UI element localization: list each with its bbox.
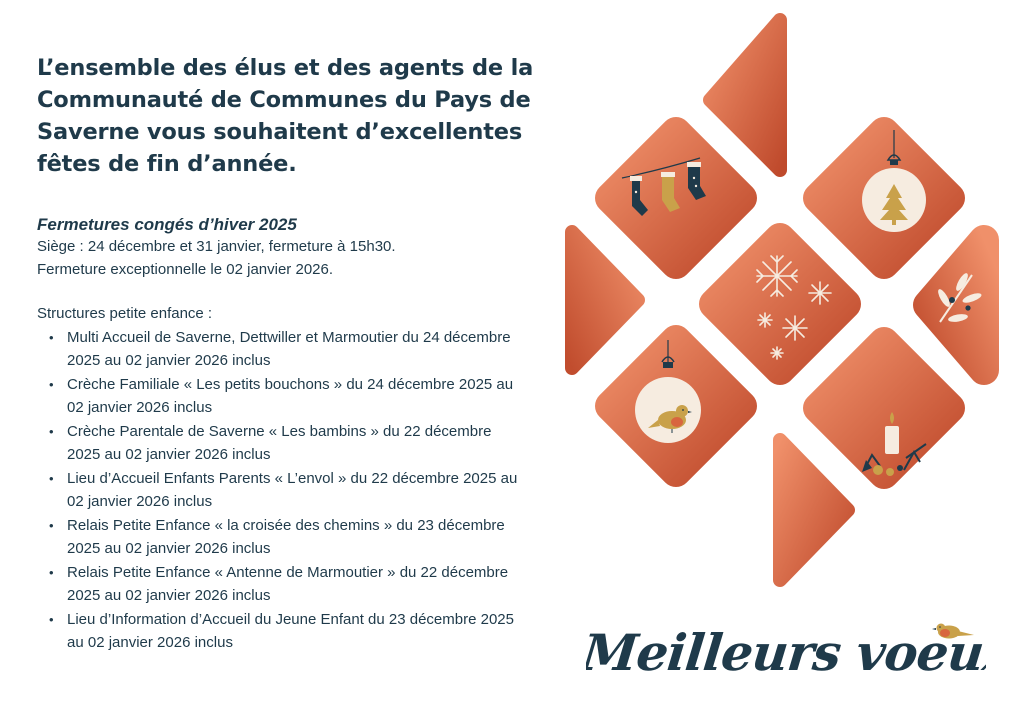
- greeting-text: Meilleurs voeux: [586, 623, 986, 682]
- tile-leaf: [913, 225, 999, 385]
- snowflakes-icon: [756, 255, 832, 360]
- list-item: Lieu d’Accueil Enfants Parents « L’envol…: [49, 467, 527, 514]
- ornament-bird-icon: [635, 340, 701, 443]
- closures-line: Fermeture exceptionnelle le 02 janvier 2…: [37, 260, 334, 278]
- tile-snowflakes: [699, 223, 861, 385]
- closures-line: Siège : 24 décembre et 31 janvier, ferme…: [37, 238, 396, 255]
- list-item: Crèche Familiale « Les petits bouchons »…: [49, 373, 527, 420]
- announcement-text: L’ensemble des élus et des agents de la …: [37, 52, 537, 655]
- greeting-area: Meilleurs voeux: [577, 600, 1017, 700]
- christmas-tile-illustration: [565, 13, 999, 587]
- list-item: Relais Petite Enfance « Antenne de Marmo…: [49, 561, 527, 608]
- tile-candle: [803, 327, 965, 489]
- ornament-tree-icon: [862, 130, 926, 232]
- triangle-bottom: [773, 433, 855, 587]
- list-item: Relais Petite Enfance « la croisée des c…: [49, 514, 527, 561]
- triangle-left: [565, 225, 645, 375]
- list-item: Lieu d’Information d’Accueil du Jeune En…: [49, 608, 527, 655]
- structures-heading: Structures petite enfance :: [37, 305, 213, 322]
- robin-icon: [932, 623, 974, 639]
- closures-title: Fermetures congés d’hiver 2025: [37, 215, 297, 234]
- headline: L’ensemble des élus et des agents de la …: [37, 55, 534, 177]
- list-item: Crèche Parentale de Saverne « Les bambin…: [49, 420, 527, 467]
- structures-list: Multi Accueil de Saverne, Dettwiller et …: [37, 326, 537, 655]
- triangle-top: [703, 13, 787, 177]
- leaf-branch-icon: [938, 273, 982, 323]
- candle-icon: [862, 412, 927, 476]
- tile-stockings: [595, 117, 757, 279]
- stockings-icon: [621, 157, 706, 216]
- list-item: Multi Accueil de Saverne, Dettwiller et …: [49, 326, 527, 373]
